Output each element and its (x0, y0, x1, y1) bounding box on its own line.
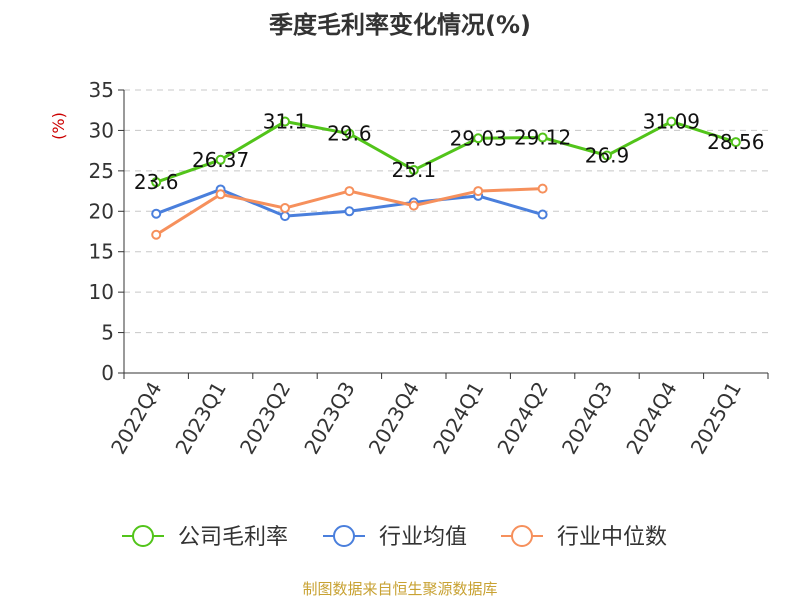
data-point (537, 183, 548, 194)
source-note: 制图数据来自恒生聚源数据库 (302, 580, 497, 598)
series-line (155, 120, 737, 184)
x-tick-label: 2024Q1 (428, 378, 488, 459)
y-tick-label: 20 (89, 199, 114, 223)
y-tick-label: 5 (101, 321, 114, 345)
data-label: 29.12 (514, 126, 571, 150)
data-point (408, 200, 419, 211)
y-tick-label: 35 (89, 78, 114, 102)
x-tick-label: 2023Q1 (170, 378, 230, 459)
data-label: 31.1 (263, 110, 308, 134)
data-point (730, 137, 741, 148)
data-point (473, 133, 484, 144)
legend-marker (511, 525, 533, 547)
data-point (151, 229, 162, 240)
data-point (280, 203, 290, 214)
data-point (280, 116, 290, 127)
data-point (215, 154, 226, 165)
data-label: 29.03 (450, 126, 507, 150)
y-tick-label: 30 (89, 118, 114, 142)
x-tick-label: 2022Q4 (106, 378, 166, 459)
data-point (537, 209, 548, 220)
data-point (666, 116, 677, 127)
data-label: 26.37 (192, 148, 249, 172)
data-point (344, 206, 355, 217)
data-point (151, 177, 162, 188)
legend-marker (333, 525, 355, 547)
data-point (344, 128, 355, 139)
legend-label: 公司毛利率 (178, 525, 288, 550)
legend-marker (132, 525, 154, 547)
data-label: 25.1 (392, 158, 437, 182)
x-tick-label: 2023Q2 (235, 378, 295, 459)
legend-label: 行业均值 (379, 525, 467, 550)
x-tick-label: 2024Q3 (557, 378, 617, 459)
grid-lines (124, 89, 768, 334)
data-point (537, 132, 548, 143)
data-label: 31.09 (643, 110, 700, 134)
y-axis-label: (%) (49, 112, 68, 140)
data-labels: 23.6 26.37 31.1 29.6 25.1 29.03 29.12 26.9 31.09… (134, 110, 764, 195)
x-tick-label: 2024Q2 (492, 378, 552, 459)
y-tick-label: 0 (101, 361, 114, 385)
x-tick-label: 2024Q4 (621, 378, 681, 459)
data-label: 23.6 (134, 170, 179, 194)
data-label: 28.56 (707, 130, 764, 154)
data-point (602, 150, 612, 161)
y-tick-label: 15 (89, 240, 114, 264)
y-tick-label: 25 (89, 159, 114, 183)
legend-label: 行业中位数 (557, 525, 667, 550)
y-tick-label: 10 (89, 280, 114, 304)
data-point (408, 165, 419, 176)
x-tick-label: 2023Q3 (299, 378, 359, 459)
data-point (473, 186, 484, 197)
data-label: 29.6 (327, 122, 372, 146)
data-point (280, 211, 290, 222)
x-tick-label: 2023Q4 (364, 378, 424, 459)
data-point (151, 208, 162, 219)
x-tick-label: 2025Q1 (686, 378, 746, 459)
data-point (215, 189, 226, 200)
data-label: 26.9 (585, 143, 630, 167)
legend: 公司毛利率 行业均值 行业中位数 (122, 525, 667, 550)
series-lines (151, 116, 741, 240)
data-point (344, 186, 355, 197)
chart-title: 季度毛利率变化情况(%) (269, 11, 531, 39)
